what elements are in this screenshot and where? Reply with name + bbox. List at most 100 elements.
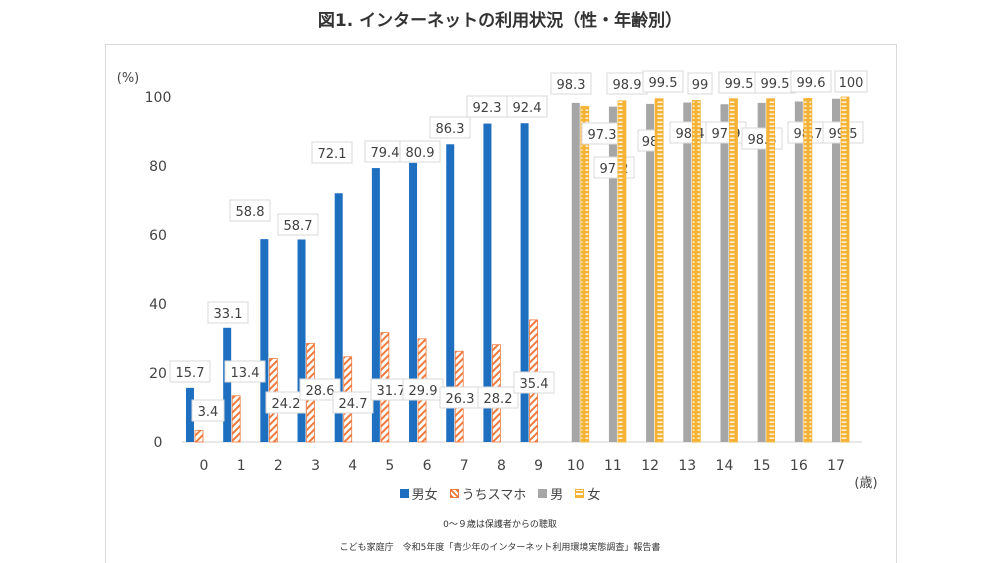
data-label-box (642, 70, 684, 93)
data-label-box (332, 391, 374, 414)
y-tick-label: 0 (154, 435, 163, 451)
data-label: 99.5 (649, 76, 678, 91)
data-label: 98.3 (557, 78, 586, 93)
data-label-box (229, 199, 271, 222)
data-label: 99 (692, 78, 709, 93)
legend-swatch (399, 489, 409, 498)
bar-男-14 (720, 104, 729, 443)
legend-item: 男 (538, 484, 563, 503)
data-label: 35.4 (520, 377, 549, 392)
bar-女-11 (617, 100, 627, 443)
bar-男女-9 (520, 123, 529, 442)
x-tick-label: 12 (641, 458, 659, 474)
bar-男女-4 (334, 193, 343, 442)
x-tick-label: 8 (497, 458, 506, 474)
bar-男女-7 (446, 144, 455, 442)
legend-item: うちスマホ (449, 484, 527, 503)
data-label-box (513, 371, 555, 394)
y-tick-label: 40 (149, 297, 167, 313)
y-tick-label: 100 (145, 90, 172, 106)
legend-label: 男女 (411, 488, 438, 503)
x-tick-label: 15 (753, 458, 771, 474)
bar-男女-0 (186, 387, 194, 442)
data-label: 99.5 (725, 77, 754, 92)
bar-男女-6 (409, 162, 418, 442)
data-label-box (399, 140, 441, 163)
chart-title: 図1. インターネットの利用状況（性・年齢別） (317, 11, 683, 31)
data-label: 28.2 (484, 392, 513, 407)
legend-item: 女 (575, 484, 600, 503)
legend-swatch (449, 489, 459, 498)
data-label: 99.5 (761, 77, 790, 92)
data-label: 28.6 (306, 384, 335, 399)
legend-swatch (538, 489, 548, 498)
data-label-box (277, 213, 319, 236)
data-label-box (550, 72, 592, 95)
bar-男-16 (794, 101, 803, 443)
note-respondent: 0～９歳は保護者からの聴取 (443, 520, 557, 530)
data-label-box (477, 386, 519, 409)
x-tick-label: 13 (678, 458, 696, 474)
legend: 男女 うちスマホ男女 (0, 484, 1000, 503)
note-source: こども家庭庁 令和5年度「青少年のインターネット利用環境実態調査」報告書 (339, 543, 661, 553)
data-label: 24.7 (339, 397, 368, 412)
data-label: 29.9 (409, 384, 438, 399)
bar-うちスマホ-0 (194, 429, 204, 443)
legend-label: 女 (587, 488, 601, 503)
bar-女-16 (803, 97, 813, 443)
bar-男-11 (608, 106, 617, 442)
data-label: 26.3 (446, 392, 475, 407)
data-label: 33.1 (214, 307, 243, 322)
x-tick-label: 9 (534, 458, 543, 474)
data-label: 97.3 (588, 128, 617, 143)
bar-女-17 (840, 96, 850, 443)
bar-男-13 (683, 102, 692, 443)
data-label-box (299, 378, 341, 401)
x-tick-label: 0 (200, 458, 209, 474)
bar-男女-5 (371, 168, 380, 442)
data-label: 80.9 (406, 146, 435, 161)
data-label: 92.4 (513, 101, 542, 116)
x-axis-label: (歳) (854, 476, 877, 491)
data-label-box (429, 116, 471, 139)
x-tick-label: 2 (274, 458, 283, 474)
data-label: 100 (839, 76, 864, 91)
data-label: 58.7 (284, 219, 313, 234)
x-tick-label: 16 (790, 458, 808, 474)
data-label: 72.1 (318, 147, 347, 162)
x-tick-label: 14 (716, 458, 734, 474)
data-label-box (191, 399, 225, 422)
data-label: 31.7 (377, 384, 406, 399)
data-label-box (311, 141, 353, 164)
bar-女-15 (766, 98, 776, 443)
bar-男女-8 (483, 123, 492, 442)
bar-女-13 (691, 100, 701, 443)
data-label-box (506, 95, 548, 118)
x-tick-label: 1 (237, 458, 246, 474)
bar-男-15 (757, 102, 766, 443)
chart-frame (105, 44, 897, 563)
legend-label: うちスマホ (461, 488, 527, 503)
x-tick-label: 7 (460, 458, 469, 474)
data-label-box (224, 360, 266, 383)
legend-item: 男女 (399, 484, 438, 503)
y-tick-label: 80 (149, 159, 167, 175)
y-tick-label: 60 (149, 228, 167, 244)
data-label: 98 (642, 135, 659, 150)
data-label: 86.3 (436, 122, 465, 137)
data-label-box (265, 391, 307, 414)
data-label: 98.9 (613, 78, 642, 93)
x-tick-label: 4 (348, 458, 357, 474)
x-tick-label: 10 (567, 458, 585, 474)
data-label: 58.8 (236, 205, 265, 220)
bar-男女-1 (223, 327, 232, 442)
data-label: 15.7 (176, 366, 205, 381)
legend-label: 男 (550, 488, 564, 503)
bar-女-10 (580, 105, 590, 443)
data-label-box (790, 70, 832, 93)
bar-男-10 (571, 102, 580, 443)
x-tick-label: 3 (311, 458, 320, 474)
data-label: 92.3 (473, 101, 502, 116)
